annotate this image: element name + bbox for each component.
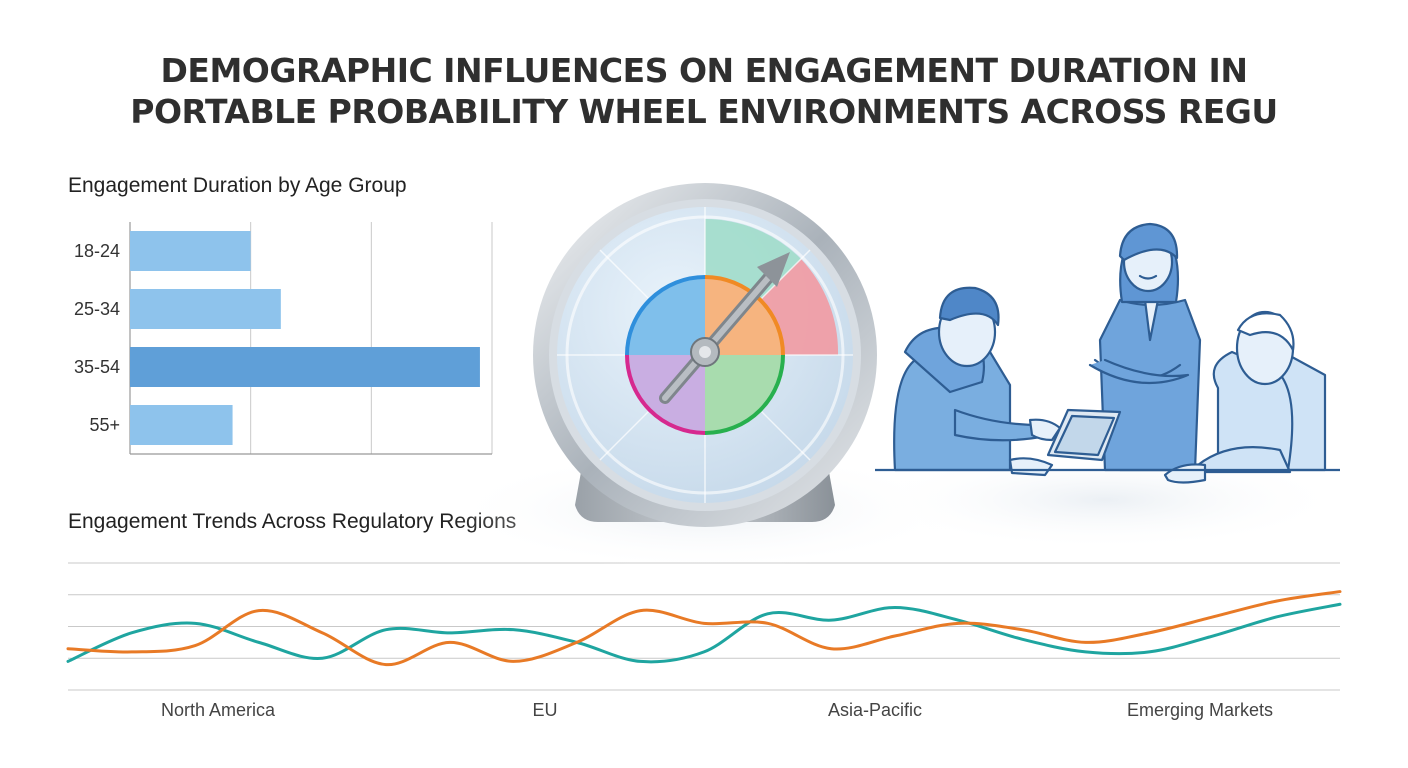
bar-35-54	[130, 347, 480, 387]
bar-label-35-54: 35-54	[74, 357, 120, 377]
chart-title-line-2: PORTABLE PROBABILITY WHEEL ENVIRONMENTS …	[130, 92, 1278, 131]
bar-18-24	[130, 231, 251, 271]
chart-title-line-1: DEMOGRAPHIC INFLUENCES ON ENGAGEMENT DUR…	[160, 51, 1248, 90]
line-chart-title: Engagement Trends Across Regulatory Regi…	[68, 510, 517, 533]
bar-55+	[130, 405, 233, 445]
bar-25-34	[130, 289, 281, 329]
chart-title: DEMOGRAPHIC INFLUENCES ON ENGAGEMENT DUR…	[0, 50, 1408, 132]
x-tick-asia-pacific: Asia-Pacific	[828, 700, 922, 720]
x-tick-emerging-markets: Emerging Markets	[1127, 700, 1273, 720]
bar-label-55+: 55+	[89, 415, 120, 435]
bar-label-25-34: 25-34	[74, 299, 120, 319]
series-line-teal	[66, 602, 1342, 664]
bar-chart-title: Engagement Duration by Age Group	[68, 174, 407, 197]
x-tick-north-america: North America	[161, 700, 276, 720]
series-line-orange	[66, 590, 1342, 667]
bar-label-18-24: 18-24	[74, 241, 120, 261]
x-tick-eu: EU	[532, 700, 557, 720]
